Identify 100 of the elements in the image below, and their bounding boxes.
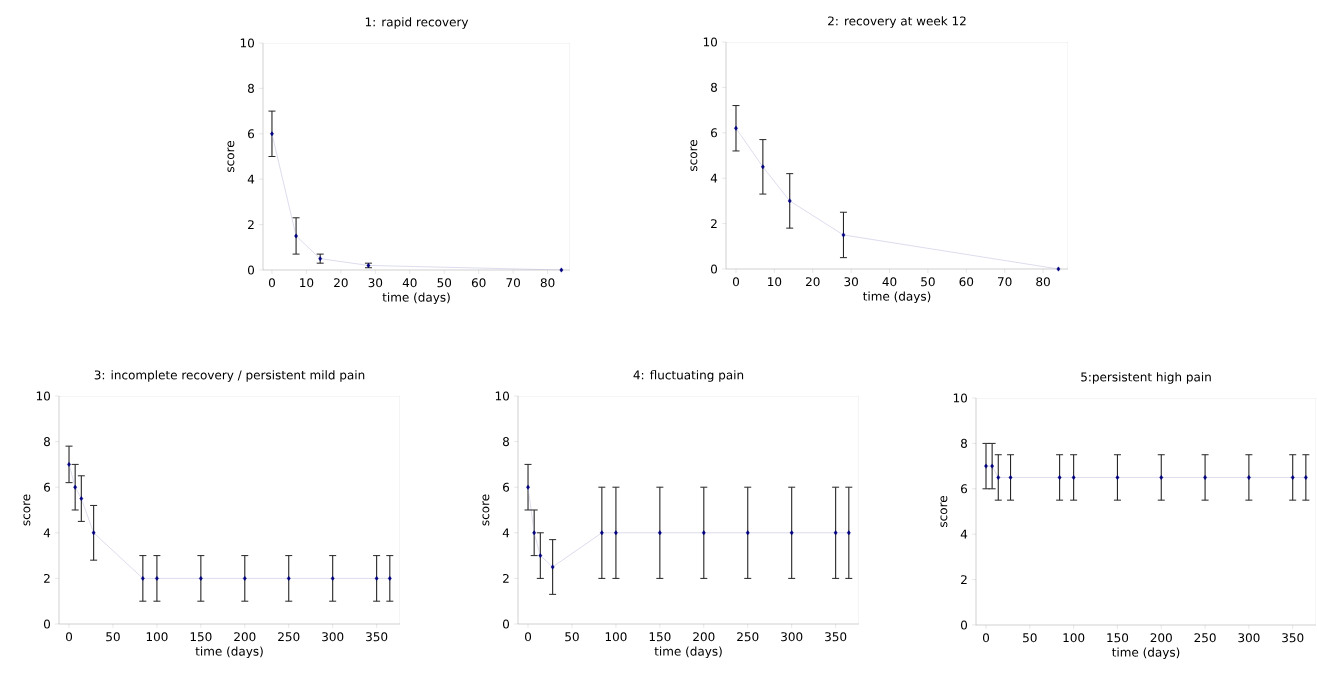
y-tick-label: 0 xyxy=(960,620,968,630)
point xyxy=(789,530,794,536)
x-axis-title: time (days) xyxy=(863,291,931,304)
point xyxy=(1056,266,1061,272)
x-tick-label: 100 xyxy=(605,632,627,642)
y-tick-label: 8 xyxy=(502,437,509,447)
y-tick-label: 2 xyxy=(503,573,509,583)
x-tick-label: 60 xyxy=(959,277,974,287)
point xyxy=(614,530,618,536)
point xyxy=(73,484,78,490)
point xyxy=(67,462,71,467)
x-tick-label: 350 xyxy=(825,632,847,642)
x-axis-title: time (days) xyxy=(1112,647,1180,660)
y-tick-label: 0 xyxy=(502,619,510,629)
x-tick-label: 40 xyxy=(402,278,417,288)
y-tick-label: 6 xyxy=(248,129,255,139)
y-tick-label: 4 xyxy=(502,528,510,538)
x-tick-label: 10 xyxy=(768,277,782,287)
y-axis-title: score xyxy=(690,139,698,171)
point xyxy=(787,198,792,204)
y-tick-label: 6 xyxy=(961,484,968,494)
x-tick-label: 100 xyxy=(1063,633,1085,643)
point xyxy=(550,564,555,570)
point xyxy=(141,576,145,581)
point xyxy=(270,131,274,137)
x-axis-title: time (days) xyxy=(382,292,450,305)
x-tick-label: 250 xyxy=(278,632,300,642)
point xyxy=(199,576,203,581)
point xyxy=(155,576,159,581)
x-tick-label: 0 xyxy=(66,632,73,642)
point xyxy=(658,530,662,536)
point xyxy=(242,576,247,581)
point xyxy=(330,576,335,581)
x-tick-label: 30 xyxy=(368,278,383,288)
y-tick-label: 0 xyxy=(710,264,718,274)
point xyxy=(286,576,291,581)
point xyxy=(841,232,846,238)
x-tick-label: 50 xyxy=(437,278,452,288)
y-tick-label: 10 xyxy=(495,391,510,401)
x-tick-label: 40 xyxy=(882,277,897,287)
point xyxy=(374,576,379,581)
x-tick-label: 20 xyxy=(334,278,348,288)
chart-title: 5:persistent high pain xyxy=(1081,372,1211,384)
y-axis-title: score xyxy=(940,495,948,527)
x-tick-label: 70 xyxy=(506,278,520,288)
x-tick-label: 0 xyxy=(732,277,740,287)
y-axis-title: score xyxy=(227,140,235,172)
x-tick-label: 60 xyxy=(471,278,486,288)
x-tick-label: 200 xyxy=(693,632,715,642)
x-tick-label: 80 xyxy=(540,278,555,288)
y-tick-label: 6 xyxy=(44,482,51,492)
point xyxy=(387,576,392,581)
y-tick-label: 4 xyxy=(960,529,968,539)
point xyxy=(91,530,96,536)
chart-title: 4: fluctuating pain xyxy=(633,370,744,382)
y-tick-label: 4 xyxy=(43,528,51,538)
point xyxy=(600,530,604,536)
x-tick-label: 80 xyxy=(1036,277,1050,287)
x-tick-label: 300 xyxy=(322,632,344,642)
x-tick-label: 150 xyxy=(649,632,671,642)
x-tick-label: 100 xyxy=(146,632,168,642)
x-tick-label: 70 xyxy=(998,277,1012,287)
point xyxy=(559,267,564,273)
y-tick-label: 8 xyxy=(43,437,50,447)
y-tick-label: 8 xyxy=(960,438,967,448)
y-tick-label: 10 xyxy=(703,37,718,47)
chart-title: 3: incomplete recovery / persistent mild pain xyxy=(94,370,365,382)
point xyxy=(538,553,543,558)
x-tick-label: 50 xyxy=(106,632,120,642)
y-tick-label: 10 xyxy=(953,393,968,403)
y-tick-label: 0 xyxy=(247,265,255,275)
x-axis-title: time (days) xyxy=(654,646,722,659)
y-tick-label: 2 xyxy=(711,219,717,229)
x-tick-label: 50 xyxy=(565,632,579,642)
y-tick-label: 2 xyxy=(44,573,50,583)
point xyxy=(701,530,706,536)
point xyxy=(294,233,298,239)
x-tick-label: 250 xyxy=(737,632,759,642)
y-axis-title: score xyxy=(23,494,31,526)
x-tick-label: 200 xyxy=(1150,633,1172,643)
point xyxy=(846,530,851,536)
x-tick-label: 300 xyxy=(1238,633,1260,643)
x-tick-label: 20 xyxy=(806,277,820,287)
x-tick-label: 200 xyxy=(234,632,256,642)
point xyxy=(734,125,738,131)
x-tick-label: 350 xyxy=(366,632,388,642)
x-tick-label: 250 xyxy=(1194,633,1216,643)
x-tick-label: 150 xyxy=(190,632,212,642)
x-tick-label: 350 xyxy=(1282,633,1304,643)
chart-title: 2: recovery at week 12 xyxy=(828,16,966,28)
y-tick-label: 8 xyxy=(247,83,254,93)
y-tick-label: 6 xyxy=(503,482,510,492)
y-tick-label: 4 xyxy=(247,174,255,184)
y-tick-label: 6 xyxy=(711,128,718,138)
y-tick-label: 2 xyxy=(248,220,254,230)
y-tick-label: 0 xyxy=(43,619,51,629)
x-tick-label: 0 xyxy=(982,633,990,643)
x-tick-label: 300 xyxy=(781,632,803,642)
x-axis-title: time (days) xyxy=(195,646,263,659)
point xyxy=(745,530,750,536)
